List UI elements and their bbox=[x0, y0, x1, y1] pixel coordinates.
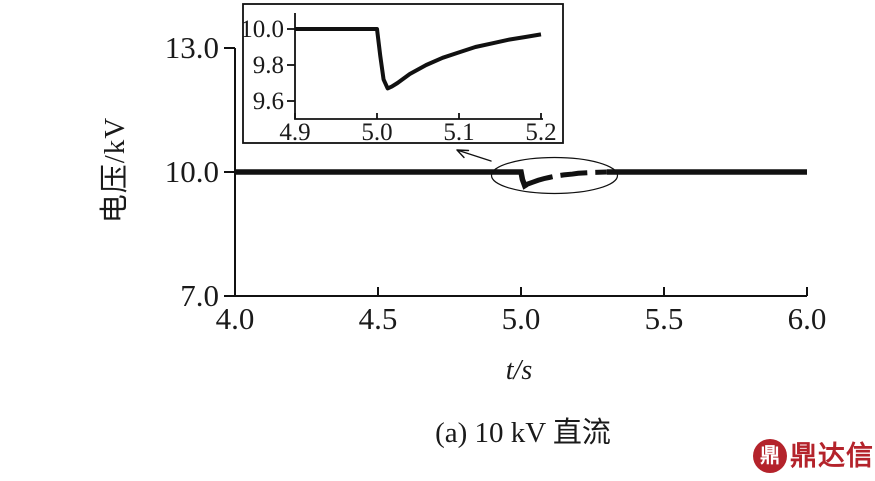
main-trace-solid-left bbox=[235, 169, 529, 190]
main-x-tick-label: 4.0 bbox=[216, 301, 255, 336]
figure-caption: (a) 10 kV 直流 bbox=[435, 417, 611, 449]
zoom-region-ellipse bbox=[490, 156, 619, 195]
inset-pointer-arrow bbox=[456, 149, 492, 162]
watermark-logo: 鼎 鼎达信 bbox=[753, 439, 874, 473]
main-trace-dashed-dip bbox=[525, 169, 607, 187]
inset-y-tick-label: 10.0 bbox=[240, 16, 284, 43]
main-y-tick-label: 7.0 bbox=[180, 278, 219, 313]
y-axis-title: 电压/kV bbox=[99, 116, 131, 224]
main-y-tick-label: 10.0 bbox=[165, 154, 219, 189]
main-x-tick-label: 5.5 bbox=[645, 301, 684, 336]
inset-trace bbox=[295, 27, 542, 91]
main-x-tick-label: 6.0 bbox=[788, 301, 827, 336]
inset-y-tick-label: 9.8 bbox=[253, 52, 284, 79]
main-trace bbox=[235, 169, 807, 190]
x-axis-title: t/s bbox=[505, 355, 533, 386]
inset-x-tick-label: 5.2 bbox=[525, 119, 556, 146]
logo-text: 鼎达信 bbox=[790, 440, 874, 471]
main-axes: 7.0 10.0 13.0 4.0 4.5 5.0 5.5 6.0 bbox=[165, 30, 827, 336]
inset-plot: 9.6 9.8 10.0 4.9 5.0 5.1 5.2 bbox=[240, 3, 564, 146]
inset-y-tick-label: 9.6 bbox=[253, 88, 284, 115]
inset-x-tick-label: 5.1 bbox=[443, 119, 474, 146]
inset-x-tick-label: 5.0 bbox=[361, 119, 392, 146]
main-x-tick-label: 4.5 bbox=[359, 301, 398, 336]
main-y-tick-label: 13.0 bbox=[165, 30, 219, 65]
inset-x-tick-label: 4.9 bbox=[279, 119, 310, 146]
main-x-tick-label: 5.0 bbox=[502, 301, 541, 336]
logo-icon: 鼎 bbox=[753, 439, 787, 473]
